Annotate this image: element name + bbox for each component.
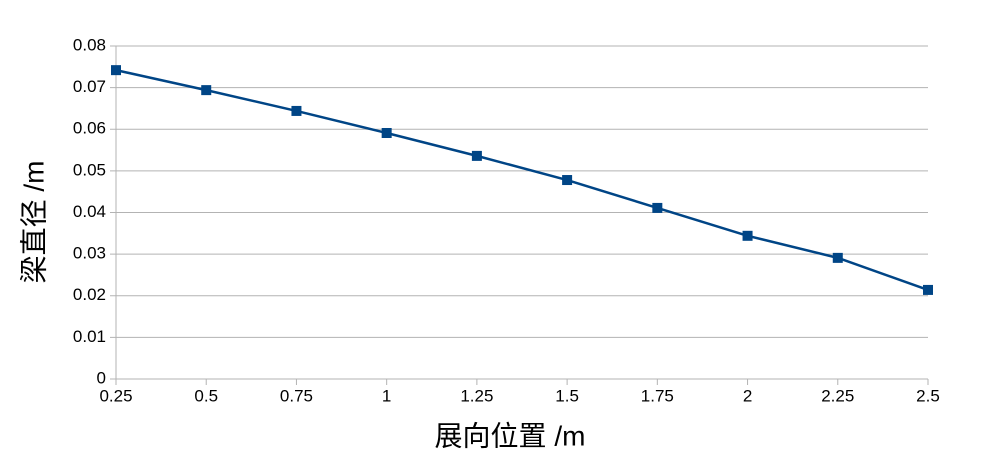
data-point bbox=[291, 105, 302, 116]
y-tick-label: 0.04 bbox=[73, 202, 106, 221]
x-tick-label: 1.25 bbox=[460, 386, 493, 405]
y-tick-label: 0.06 bbox=[73, 119, 106, 138]
y-tick-label: 0 bbox=[97, 368, 106, 387]
series-line bbox=[115, 68, 929, 292]
y-tick-label: 0.05 bbox=[73, 160, 106, 179]
x-tick-label: 1 bbox=[382, 386, 391, 405]
y-axis-title: 梁直径 /m bbox=[18, 161, 49, 284]
y-tick-label: 0.01 bbox=[73, 327, 106, 346]
x-tick-label: 2 bbox=[743, 386, 752, 405]
data-point bbox=[562, 175, 573, 186]
x-tick-label: 0.75 bbox=[280, 386, 313, 405]
x-tick-label: 0.25 bbox=[99, 386, 132, 405]
data-point bbox=[652, 202, 663, 213]
y-tick-label: 0.07 bbox=[73, 77, 106, 96]
data-point bbox=[471, 150, 482, 161]
data-point bbox=[742, 230, 753, 241]
data-point bbox=[832, 252, 843, 263]
data-point bbox=[111, 65, 121, 76]
y-tick-label: 0.08 bbox=[73, 35, 106, 54]
x-tick-label: 2.25 bbox=[821, 386, 854, 405]
y-tick-label: 0.03 bbox=[73, 244, 106, 263]
data-point bbox=[923, 284, 933, 295]
x-tick-label: 0.5 bbox=[194, 386, 218, 405]
x-tick-label: 1.5 bbox=[555, 386, 579, 405]
x-axis-title: 展向位置 /m bbox=[435, 420, 586, 451]
data-point bbox=[201, 85, 212, 96]
x-tick-label: 2.5 bbox=[916, 386, 940, 405]
data-point bbox=[381, 127, 392, 138]
x-tick-label: 1.75 bbox=[641, 386, 674, 405]
y-tick-label: 0.02 bbox=[73, 285, 106, 304]
